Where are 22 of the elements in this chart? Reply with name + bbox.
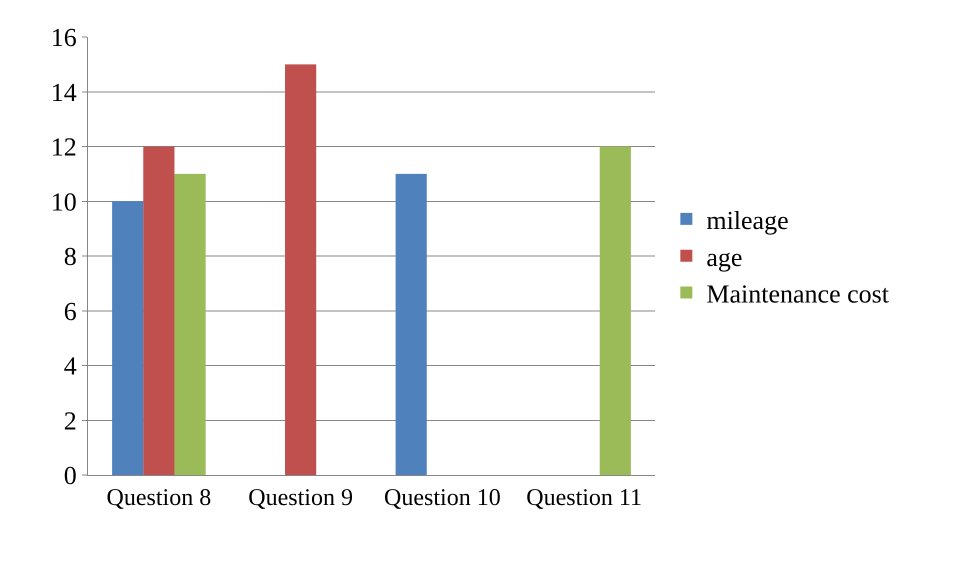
legend-label: mileage bbox=[706, 206, 789, 236]
y-tick-label: 14 bbox=[50, 78, 77, 107]
x-tick-label: Question 11 bbox=[526, 484, 642, 511]
y-tick-label: 2 bbox=[64, 406, 77, 436]
x-tick-label: Question 10 bbox=[384, 484, 501, 511]
x-tick-label: Question 8 bbox=[106, 484, 212, 511]
bar bbox=[600, 146, 631, 475]
bar bbox=[174, 174, 206, 475]
y-tick-label: 10 bbox=[50, 187, 77, 216]
y-tick-label: 12 bbox=[50, 132, 77, 162]
bar bbox=[285, 64, 316, 475]
bar bbox=[143, 146, 174, 475]
legend-label: Maintenance cost bbox=[706, 280, 890, 309]
x-tick-label: Question 9 bbox=[248, 484, 353, 511]
legend-label: age bbox=[706, 242, 742, 272]
y-tick-label: 8 bbox=[64, 242, 77, 272]
y-tick-label: 6 bbox=[64, 296, 77, 326]
y-tick-label: 0 bbox=[64, 461, 77, 490]
y-tick-label: 16 bbox=[50, 23, 77, 52]
bar bbox=[112, 201, 144, 475]
y-tick-label: 4 bbox=[64, 352, 77, 381]
bar bbox=[396, 174, 427, 475]
